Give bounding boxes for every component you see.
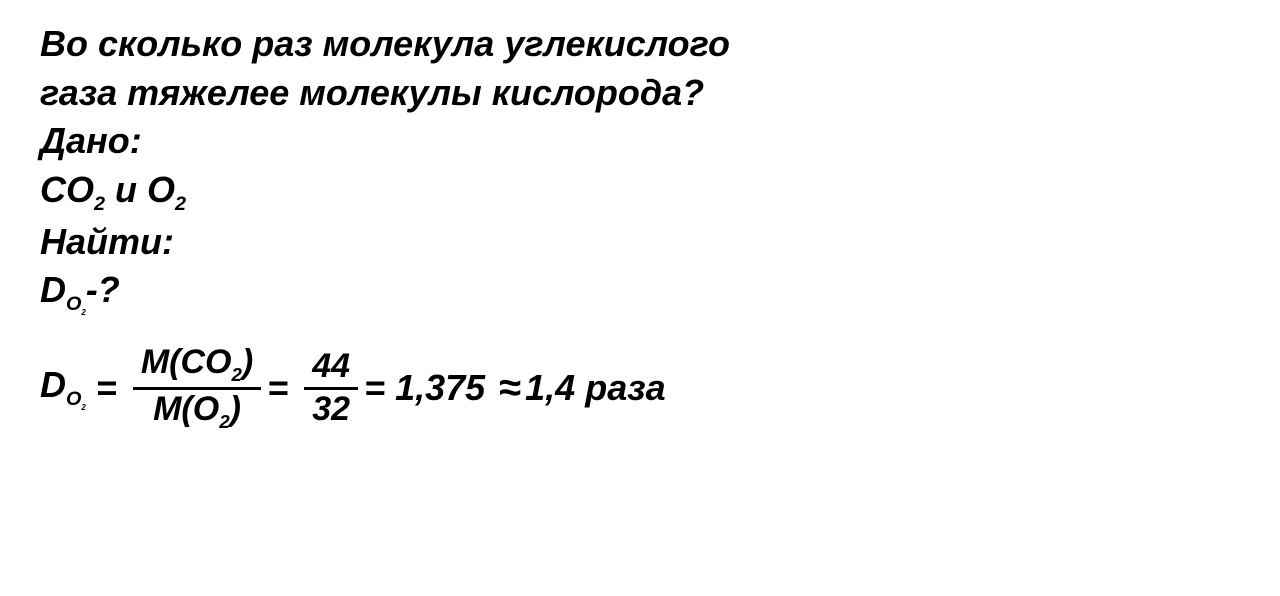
find-D: D	[40, 269, 66, 310]
frac2-denominator: 32	[304, 392, 358, 428]
approx-sign: ≈	[499, 366, 521, 411]
co2-text: CO	[40, 169, 94, 210]
result-rounded: 1,4 раза	[525, 367, 665, 409]
frac1-num-suffix: )	[242, 343, 253, 381]
given-expression: CO2 и O2	[40, 166, 1240, 218]
find-label: Найти:	[40, 218, 1240, 267]
question-line-1: Во сколько раз молекула углекислого	[40, 20, 1240, 69]
frac1-numerator: M(CO2)	[133, 345, 261, 384]
lhs-O2-sub: 2	[81, 403, 85, 412]
fraction-molar-mass: M(CO2) M(O2)	[133, 345, 261, 431]
frac1-den-prefix: M(O	[153, 390, 219, 428]
frac1-num-sub: 2	[231, 364, 241, 385]
find-O-sub: O2	[66, 293, 86, 315]
equals-1: =	[96, 367, 117, 409]
equals-3: =	[364, 367, 385, 409]
lhs: DO2	[40, 364, 86, 412]
frac2-numerator: 44	[304, 349, 358, 385]
find-suffix: -?	[86, 269, 120, 310]
lhs-D: D	[40, 364, 66, 405]
problem-page: Во сколько раз молекула углекислого газа…	[0, 0, 1280, 451]
fraction-numbers: 44 32	[304, 349, 358, 427]
o2-subscript: 2	[175, 193, 186, 215]
find-O: O	[66, 293, 81, 315]
result-exact: 1,375	[395, 367, 485, 409]
find-expression: DO2-?	[40, 266, 1240, 319]
frac1-num-prefix: M(CO	[141, 343, 232, 381]
frac1-denominator: M(O2)	[145, 392, 249, 431]
frac1-den-sub: 2	[219, 410, 229, 431]
equation-row: DO2 = M(CO2) M(O2) = 44 32 = 1,375 ≈ 1,4…	[40, 345, 1240, 431]
spacer	[40, 319, 1240, 327]
and-o2-text: и O	[105, 169, 175, 210]
given-label: Дано:	[40, 117, 1240, 166]
equals-2: =	[267, 367, 288, 409]
frac1-den-suffix: )	[230, 390, 241, 428]
co2-subscript: 2	[94, 193, 105, 215]
question-line-2: газа тяжелее молекулы кислорода?	[40, 69, 1240, 118]
lhs-O: O	[66, 388, 81, 410]
lhs-O-sub: O2	[66, 388, 86, 410]
